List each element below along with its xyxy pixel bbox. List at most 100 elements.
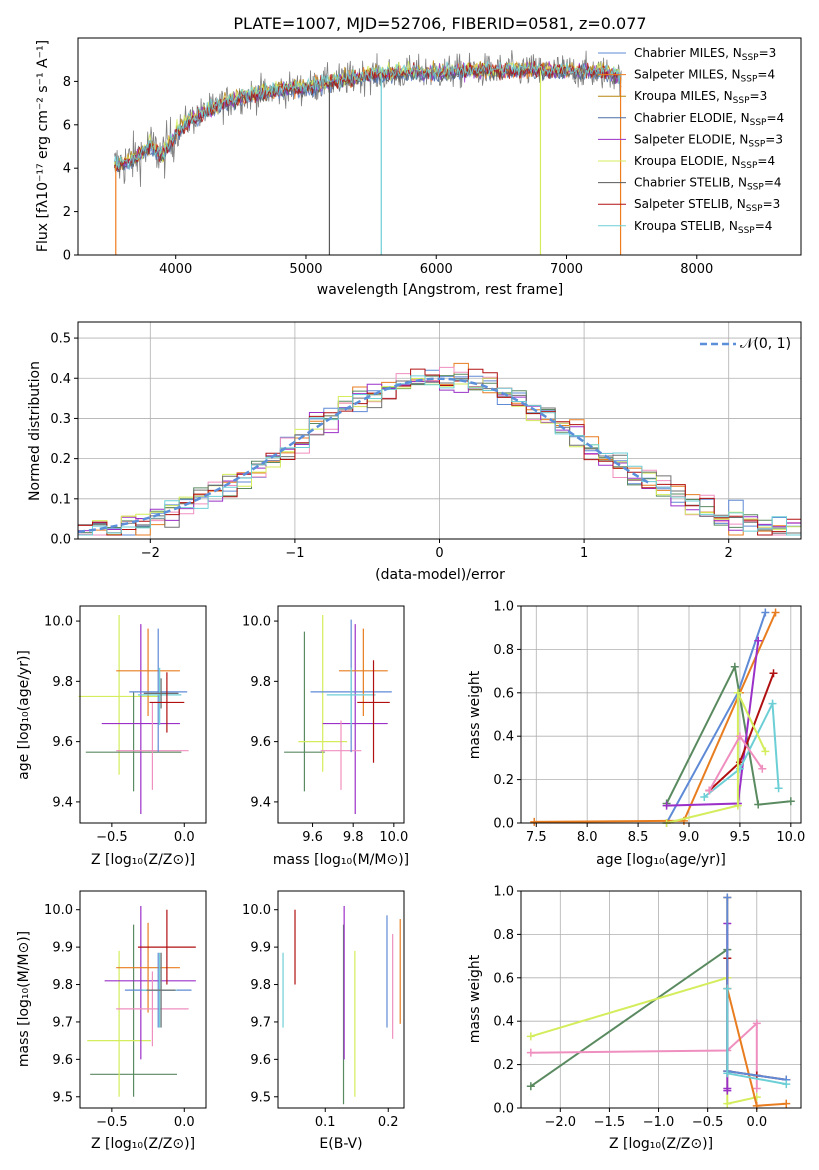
mass-vs-metallicity-panel: −0.5 0.0 9.5 9.6 9.7 9.8 9.9 10.0 Z [log₁₀(Z/Z⊙… — [16, 890, 207, 1152]
y-tick-label: 9.9 — [250, 941, 271, 956]
age-vs-mass-axes: 9.6 9.8 10.0 9.4 9.6 9.8 10.0 — [242, 605, 408, 845]
mass-vs-metallicity-errorbars — [87, 905, 196, 1097]
x-tick-label: −1.5 — [594, 1115, 626, 1130]
y-tick-label: 0.5 — [50, 332, 71, 347]
y-tick-label: 9.8 — [250, 978, 271, 993]
model-spectrum-line — [114, 60, 622, 172]
x-tick-label: −0.5 — [96, 1115, 128, 1130]
x-tick-label: −0.5 — [96, 830, 128, 845]
y-tick-label: 9.8 — [250, 675, 271, 690]
mass-vs-ebv-errorbars — [282, 905, 401, 1105]
x-tick-label: −1.0 — [643, 1115, 675, 1130]
legend-subscript: SSP — [748, 139, 765, 149]
histogram-step-line — [78, 368, 801, 536]
y-tick-label: 0.4 — [493, 730, 514, 745]
legend-subscript: SSP — [747, 183, 764, 193]
mass-weight-marker — [526, 1032, 535, 1041]
legend-subscript: SSP — [746, 204, 763, 214]
mass-weight-marker — [526, 1048, 535, 1057]
histogram-step-line — [78, 375, 801, 536]
axes-frame — [520, 605, 802, 824]
mass-weight-line — [666, 692, 767, 824]
histogram-legend: 𝒩(0, 1) — [700, 336, 791, 352]
y-tick-label: 0.0 — [50, 533, 71, 548]
x-tick-label: 8000 — [680, 262, 713, 277]
mass-weight-vs-age-lines — [530, 608, 795, 827]
x-tick-label: 9.5 — [730, 830, 751, 845]
mass-weight-marker — [768, 699, 777, 708]
y-tick-label: 0.2 — [493, 1058, 514, 1073]
legend-value: =4 — [755, 219, 773, 233]
x-tick-label: 10.0 — [776, 830, 805, 845]
residual-histogram-panel: −2 −1 0 1 2 0.0 0.1 0.2 0.3 0.4 0.5 𝒩(0, 1) (data-… — [27, 321, 802, 583]
mass-weight-marker — [752, 1084, 761, 1093]
axes-frame — [77, 37, 802, 256]
y-tick-label: 9.6 — [52, 735, 73, 750]
legend-value: =4 — [764, 176, 782, 190]
axes-frame — [277, 605, 405, 824]
age-vs-mass-panel: 9.6 9.8 10.0 9.4 9.6 9.8 10.0 mass [log₁₀(M/M⊙… — [242, 605, 409, 868]
y-tick-label: 9.7 — [250, 1015, 271, 1030]
mass-weight-marker — [758, 764, 767, 773]
x-tick-label: 5000 — [289, 262, 322, 277]
spectrum-ylabel: Flux [fλ10⁻¹⁷ erg cm⁻² s⁻¹ A⁻¹] — [35, 40, 51, 252]
mass-weight-vs-metallicity-ylabel: mass weight — [467, 954, 483, 1043]
mass-weight-marker — [733, 801, 742, 810]
legend-label: Kroupa STELIB, NSSP=4 — [634, 219, 772, 236]
legend-label: Salpeter MILES, NSSP=4 — [634, 68, 775, 85]
x-tick-label: 1 — [580, 546, 588, 561]
y-tick-label: 4 — [63, 162, 71, 177]
y-tick-label: 9.6 — [250, 1053, 271, 1068]
legend-subscript: SSP — [750, 118, 767, 128]
legend-subscript: SSP — [733, 96, 750, 106]
mass-weight-marker — [723, 1084, 732, 1093]
mass-weight-marker — [530, 817, 539, 826]
age-vs-mass-xlabel: mass [log₁₀(M/M⊙)] — [273, 852, 409, 868]
y-tick-label: 0.2 — [50, 452, 71, 467]
legend-value: =4 — [757, 68, 775, 82]
y-tick-label: 0.6 — [493, 686, 514, 701]
model-spectrum-line — [114, 61, 622, 170]
x-tick-label: −0.5 — [692, 1115, 724, 1130]
mass-weight-marker — [723, 1069, 732, 1078]
x-tick-label: 0.0 — [174, 830, 195, 845]
histogram-plot-area — [78, 362, 801, 536]
mass-weight-vs-metallicity-axes: −2.0 −1.5 −1.0 −0.5 0.0 0.0 0.2 0.4 0.6 0.8 1.0 — [493, 885, 802, 1130]
mass-weight-vs-age-panel: 7.5 8.0 8.5 9.0 9.5 10.0 0.0 0.2 0.4 0.6 0.8 1.0 ag… — [467, 600, 805, 869]
y-tick-label: 0 — [63, 249, 71, 264]
mass-weight-marker — [754, 636, 763, 645]
y-tick-label: 1.0 — [493, 885, 514, 900]
spectrum-plot-area — [114, 50, 622, 255]
legend-subscript: SSP — [741, 161, 758, 171]
y-tick-label: 9.6 — [250, 735, 271, 750]
y-tick-label: 10.0 — [242, 903, 271, 918]
x-tick-label: 0.1 — [315, 1115, 336, 1130]
spectrum-legend: Chabrier MILES, NSSP=3 Salpeter MILES, NS… — [598, 46, 784, 236]
x-tick-label: 0.2 — [378, 1115, 399, 1130]
mass-weight-marker — [782, 1080, 791, 1089]
age-vs-metallicity-errorbars — [78, 615, 189, 814]
x-tick-label: 7000 — [550, 262, 583, 277]
y-tick-label: 10.0 — [44, 615, 73, 630]
y-tick-label: 9.8 — [52, 675, 73, 690]
histogram-axes: −2 −1 0 1 2 0.0 0.1 0.2 0.3 0.4 0.5 — [50, 321, 802, 561]
mass-weight-vs-metallicity-lines — [526, 893, 791, 1110]
axes-frame — [277, 890, 405, 1109]
mass-weight-marker — [735, 732, 744, 741]
y-tick-label: 0.0 — [493, 817, 514, 832]
y-tick-label: 10.0 — [44, 903, 73, 918]
y-tick-label: 1.0 — [493, 600, 514, 615]
y-tick-label: 9.6 — [52, 1053, 73, 1068]
mass-weight-marker — [782, 1099, 791, 1108]
axes-frame — [520, 890, 802, 1109]
mass-weight-marker — [769, 669, 778, 678]
x-tick-label: 0.0 — [174, 1115, 195, 1130]
mass-weight-marker — [752, 1019, 761, 1028]
mass-weight-marker — [723, 984, 732, 993]
normal-curve — [78, 377, 650, 534]
y-tick-label: 10.0 — [242, 615, 271, 630]
mass-weight-marker — [774, 784, 783, 793]
x-tick-label: 7.5 — [526, 830, 547, 845]
age-vs-metallicity-ylabel: age [log₁₀(age/yr)] — [16, 650, 32, 780]
legend-label: Chabrier ELODIE, NSSP=4 — [634, 111, 784, 128]
